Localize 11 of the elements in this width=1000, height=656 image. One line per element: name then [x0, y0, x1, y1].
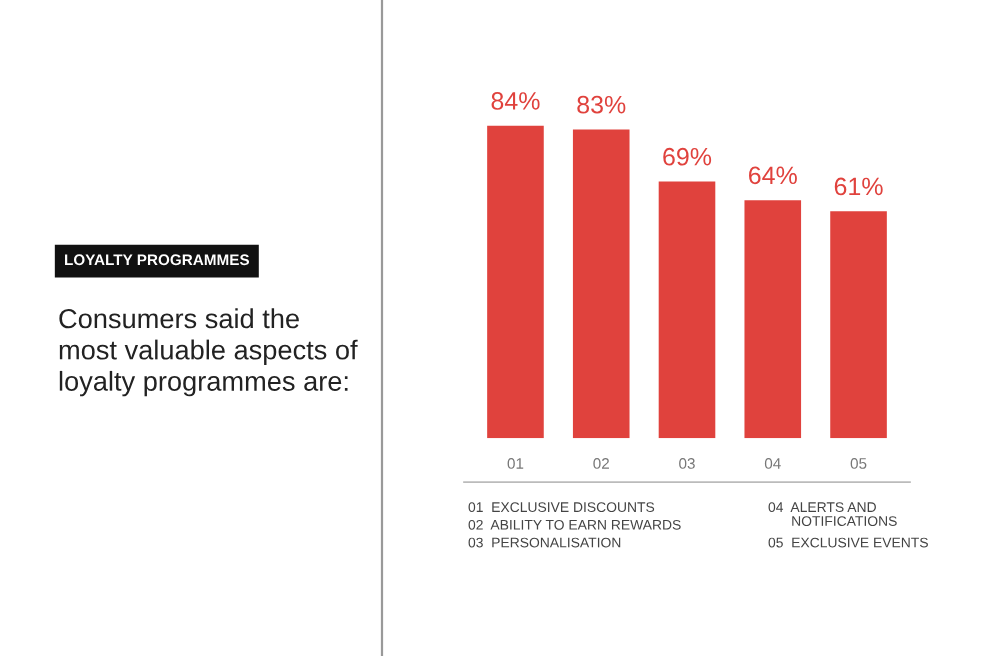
bar — [658, 181, 716, 439]
data-label: 64% — [749, 166, 797, 185]
data-label: 69% — [663, 147, 712, 166]
bar — [830, 211, 887, 439]
bar — [487, 125, 544, 439]
bar — [744, 200, 802, 439]
data-label: 61% — [834, 177, 883, 196]
bar — [572, 129, 630, 439]
text: Consumers said the most valuable aspects of loyalty programmes are: — [59, 308, 358, 397]
data-label: 84% — [491, 92, 540, 110]
data-label: 83% — [577, 95, 626, 114]
